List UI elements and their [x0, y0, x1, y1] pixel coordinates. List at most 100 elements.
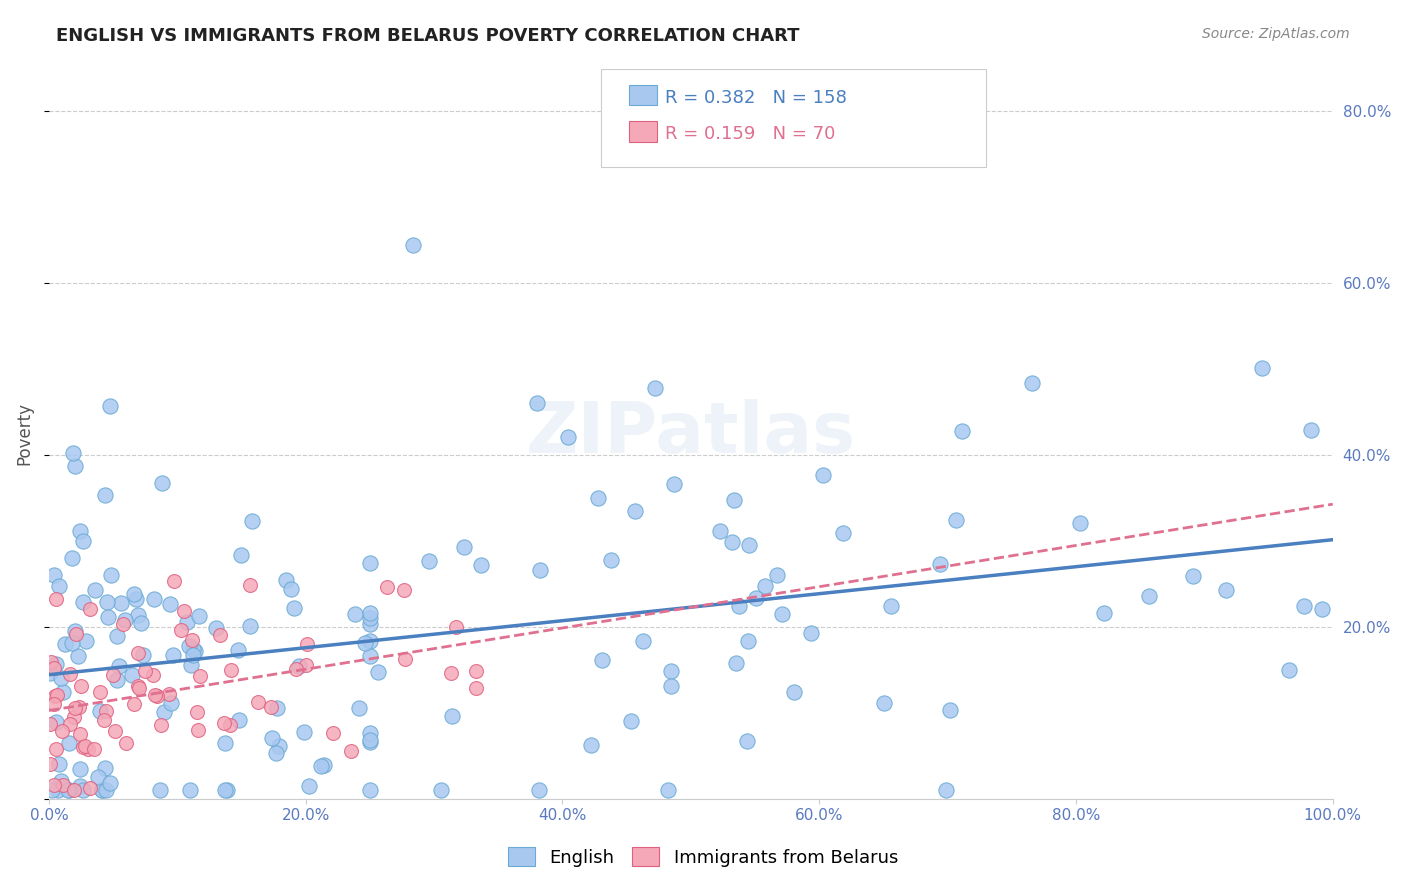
Point [181, 648, 204, 663]
Point [45, 714, 67, 729]
Point [149, 783, 172, 797]
Point [557, 430, 579, 444]
Point [239, 578, 262, 592]
Point [39, 716, 62, 731]
Point [122, 587, 145, 601]
Point [186, 706, 208, 720]
Point [662, 476, 685, 491]
Point [188, 668, 211, 682]
Point [945, 513, 967, 527]
Point [292, 724, 315, 739]
Point [49, 671, 72, 685]
Point [229, 548, 252, 562]
Point [176, 615, 198, 629]
Point [440, 665, 463, 680]
Point [934, 783, 956, 797]
Point [45, 591, 67, 606]
Point [94, 488, 117, 502]
Point [87, 770, 110, 784]
Point [163, 574, 186, 588]
Point [98, 776, 121, 790]
Point [132, 648, 155, 662]
Point [309, 759, 332, 773]
Point [728, 599, 751, 613]
Point [65, 626, 87, 640]
Point [62, 783, 84, 797]
Point [429, 783, 451, 797]
Point [69, 524, 91, 539]
Point [179, 640, 201, 654]
Point [58, 783, 80, 797]
Point [644, 381, 666, 395]
Point [240, 514, 263, 528]
Text: ZIPatlas: ZIPatlas [526, 399, 856, 468]
Point [283, 600, 305, 615]
Point [48, 757, 70, 772]
Point [89, 685, 111, 699]
Point [723, 493, 745, 508]
Point [84, 582, 107, 597]
Point [39, 757, 62, 772]
Point [526, 396, 548, 410]
Point [770, 607, 793, 621]
Point [93, 713, 115, 727]
Point [79, 781, 101, 796]
Point [1137, 589, 1160, 603]
Point [1215, 582, 1237, 597]
Point [1251, 361, 1274, 376]
Point [170, 623, 193, 637]
Point [294, 657, 316, 672]
Point [1181, 569, 1204, 583]
Point [184, 644, 207, 658]
Point [51, 724, 73, 739]
FancyBboxPatch shape [630, 85, 658, 105]
Point [83, 741, 105, 756]
Point [105, 673, 128, 687]
Point [735, 734, 758, 748]
Point [418, 554, 440, 568]
Point [72, 595, 94, 609]
Point [89, 704, 111, 718]
Point [150, 718, 173, 732]
Point [187, 723, 209, 737]
Point [470, 558, 492, 572]
Point [880, 599, 903, 614]
Point [215, 783, 238, 797]
Point [1310, 602, 1333, 616]
Point [709, 524, 731, 539]
Point [41, 783, 63, 797]
Point [52, 685, 75, 699]
Point [394, 652, 416, 666]
Point [624, 504, 647, 518]
Point [218, 718, 240, 732]
Point [121, 668, 143, 682]
Point [264, 747, 287, 761]
Point [359, 733, 381, 747]
Point [45, 741, 67, 756]
Point [347, 701, 370, 715]
Point [725, 656, 748, 670]
Point [359, 783, 381, 797]
Point [262, 731, 284, 745]
Text: R = 0.159   N = 70: R = 0.159 N = 70 [665, 125, 835, 143]
Point [721, 535, 744, 549]
Point [159, 597, 181, 611]
Point [1292, 599, 1315, 614]
Point [579, 738, 602, 752]
Point [359, 726, 381, 740]
Point [359, 556, 381, 570]
Point [62, 446, 84, 460]
Point [111, 617, 134, 632]
Point [44, 689, 66, 703]
Point [104, 723, 127, 738]
Point [45, 657, 67, 671]
Point [359, 649, 381, 664]
Point [46, 783, 69, 797]
Point [91, 783, 114, 797]
Point [143, 592, 166, 607]
Point [96, 595, 118, 609]
Point [783, 684, 806, 698]
Point [367, 665, 389, 679]
Y-axis label: Poverty: Poverty [15, 402, 32, 465]
Point [94, 761, 117, 775]
